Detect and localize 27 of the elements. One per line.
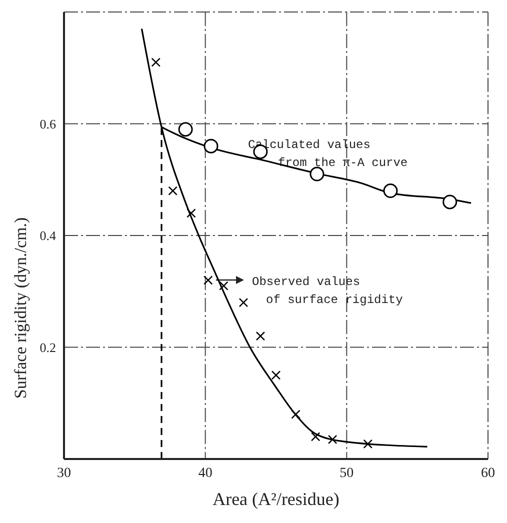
point (442, 194, 458, 210)
point (310, 166, 324, 182)
y-tick-label: 0.4 (40, 228, 56, 244)
y-tick-label: 0.2 (40, 340, 56, 355)
point (204, 138, 218, 154)
point (204, 276, 213, 285)
point (383, 184, 398, 198)
point (328, 434, 338, 444)
x-axis-title: Area (A²/residue) (212, 489, 340, 509)
point (271, 370, 281, 380)
point (238, 298, 248, 308)
point (363, 439, 373, 449)
point (310, 432, 320, 442)
x-tick-label: 60 (481, 466, 495, 481)
point (186, 208, 196, 218)
point (291, 410, 300, 419)
annotation: Calculated values from the π-A curve (248, 138, 408, 170)
y-tick-label: 0.6 (40, 116, 56, 132)
point (256, 331, 266, 341)
point (219, 281, 228, 290)
x-tick-label: 30 (57, 466, 71, 481)
point (178, 122, 193, 137)
point (168, 186, 178, 196)
point (151, 58, 161, 67)
y-axis-title: Surface rigidity (dyn./cm.) (11, 217, 30, 399)
x-tick-label: 40 (198, 466, 212, 481)
x-tick-label: 50 (340, 466, 354, 481)
